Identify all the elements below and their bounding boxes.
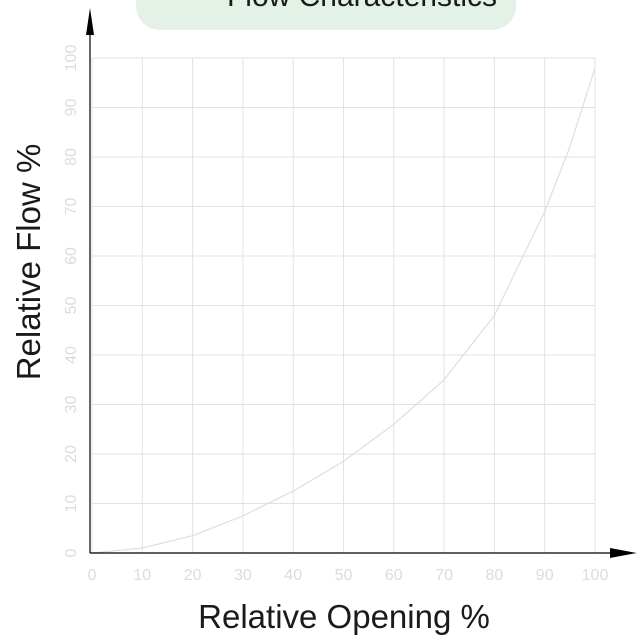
chart-title: Flow Characteristics — [227, 0, 497, 13]
x-tick-label: 10 — [133, 567, 151, 584]
plot-grid — [91, 57, 596, 554]
y-axis-label: Relative Flow % — [10, 144, 47, 381]
y-axis-arrow-icon — [86, 8, 94, 35]
x-tick-label: 20 — [184, 567, 202, 584]
series-line — [91, 67, 596, 554]
series-group — [91, 67, 596, 554]
y-tick-label: 80 — [63, 148, 80, 166]
x-tick-label: 100 — [582, 567, 609, 584]
y-tick-label: 40 — [63, 346, 80, 364]
x-tick-label: 90 — [536, 567, 554, 584]
x-tick-label: 60 — [385, 567, 403, 584]
y-tick-label: 30 — [63, 396, 80, 414]
y-tick-label: 60 — [63, 247, 80, 265]
x-tick-label: 80 — [486, 567, 504, 584]
y-tick-label: 0 — [63, 548, 80, 557]
y-tick-label: 90 — [63, 99, 80, 117]
y-tick-label: 20 — [63, 445, 80, 463]
y-tick-label: 10 — [63, 495, 80, 513]
y-tick-labels: 0 10 20 30 40 50 60 70 80 90 100 — [63, 45, 80, 558]
x-tick-label: 0 — [88, 567, 97, 584]
x-tick-label: 70 — [435, 567, 453, 584]
y-tick-label: 50 — [63, 297, 80, 315]
x-axis-label: Relative Opening % — [198, 598, 490, 635]
x-axis-arrow-icon — [610, 548, 637, 558]
x-tick-labels: 0 10 20 30 40 50 60 70 80 90 100 — [88, 567, 609, 584]
title-box — [136, 0, 516, 30]
x-tick-label: 40 — [284, 567, 302, 584]
x-tick-label: 30 — [234, 567, 252, 584]
y-tick-label: 100 — [63, 45, 80, 72]
y-tick-label: 70 — [63, 198, 80, 216]
x-tick-label: 50 — [335, 567, 353, 584]
